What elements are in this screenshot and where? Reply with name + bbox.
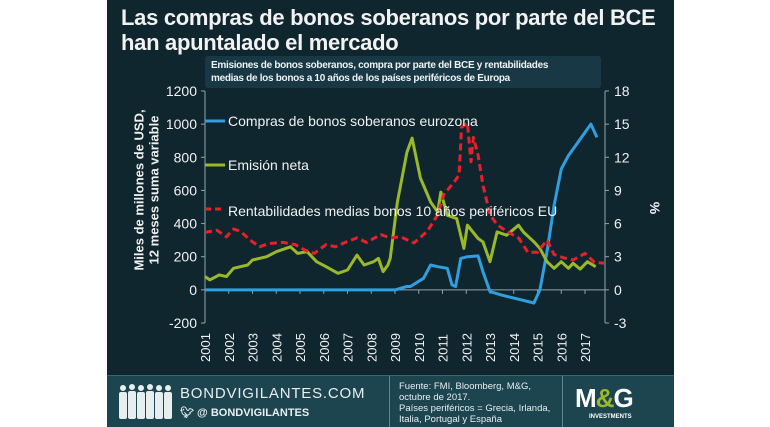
- x-tick-label: 2011: [436, 334, 451, 362]
- chart-subtitle: Emisiones de bonos soberanos, compra por…: [205, 56, 601, 88]
- y-axis-label-line: 12 meses suma variable: [146, 116, 161, 265]
- mg-logo: M&G: [575, 383, 634, 413]
- x-tick-label: 2009: [388, 333, 403, 362]
- y-tick-label: -200: [169, 315, 197, 331]
- x-tick-label: 2003: [246, 333, 261, 362]
- x-tick-label: 2006: [317, 333, 332, 362]
- subtitle-line-2: medias de los bonos a 10 años de los paí…: [211, 73, 510, 84]
- y-tick-label: 1200: [166, 83, 197, 99]
- x-tick-label: 2013: [483, 333, 498, 362]
- mg-logo-sub: INVESTMENTS: [589, 414, 632, 420]
- x-tick-label: 2012: [459, 333, 474, 362]
- y-tick-label: 600: [174, 182, 198, 198]
- x-tick-label: 2004: [269, 333, 284, 362]
- page-title: Las compras de bonos soberanos por parte…: [121, 5, 656, 55]
- y2-tick-label: -3: [614, 315, 627, 331]
- y-axis-label: Miles de millones de USD,12 meses suma v…: [131, 109, 161, 270]
- x-tick-label: 2010: [412, 333, 427, 362]
- y-tick-label: 800: [174, 149, 198, 165]
- legend-label: Rentabilidades medias bonos 10 años peri…: [228, 203, 557, 219]
- x-tick-label: 2015: [531, 333, 546, 362]
- y2-tick-label: 18: [614, 83, 630, 99]
- y-tick-label: 1000: [166, 116, 197, 132]
- legend-label: Compras de bonos soberanos eurozona: [228, 113, 478, 129]
- x-tick-label: 2008: [364, 333, 379, 362]
- y2-tick-label: 12: [614, 149, 630, 165]
- twitter-handle[interactable]: 🐦︎ @ BONDVIGILANTES: [180, 406, 309, 419]
- series-line-2: [204, 121, 605, 265]
- y2-tick-label: 6: [614, 216, 622, 232]
- footer-divider: [389, 376, 390, 427]
- people-silhouette-icon: [119, 384, 172, 419]
- y-tick-label: 0: [189, 282, 197, 298]
- peripheral-note: Países periféricos = Grecia, Irlanda, It…: [399, 403, 551, 425]
- x-tick-label: 2002: [222, 333, 237, 362]
- y2-axis-label: %: [647, 202, 663, 215]
- series-line-1: [204, 136, 597, 282]
- y-axis-label-line: Miles de millones de USD,: [131, 109, 146, 270]
- y2-tick-label: 15: [614, 116, 630, 132]
- x-tick-label: 2016: [554, 333, 569, 362]
- twitter-handle-text: BONDVIGILANTES: [210, 407, 310, 419]
- y2-tick-label: 9: [614, 182, 622, 198]
- twitter-icon: 🐦︎ @: [180, 407, 211, 419]
- series-line-0: [205, 122, 599, 305]
- subtitle-line-1: Emisiones de bonos soberanos, compra por…: [211, 60, 549, 71]
- x-tick-label: 2005: [293, 333, 308, 362]
- footer-divider: [562, 376, 563, 427]
- y2-tick-label: 3: [614, 249, 622, 265]
- x-tick-label: 2001: [198, 333, 213, 362]
- brand-link[interactable]: BONDVIGILANTES.COM: [180, 385, 366, 402]
- x-tick-label: 2014: [507, 333, 522, 362]
- legend-label: Emisión neta: [228, 157, 309, 173]
- y-tick-label: 200: [174, 249, 198, 265]
- source-note: Fuente: FMI, Bloomberg, M&G, octubre de …: [399, 381, 557, 425]
- source-line: Fuente: FMI, Bloomberg, M&G, octubre de …: [399, 381, 531, 403]
- x-tick-label: 2007: [341, 333, 356, 362]
- footer: BONDVIGILANTES.COM 🐦︎ @ BONDVIGILANTES F…: [107, 375, 674, 427]
- x-tick-label: 2017: [578, 333, 593, 362]
- y-tick-label: 400: [174, 216, 198, 232]
- y2-tick-label: 0: [614, 282, 622, 298]
